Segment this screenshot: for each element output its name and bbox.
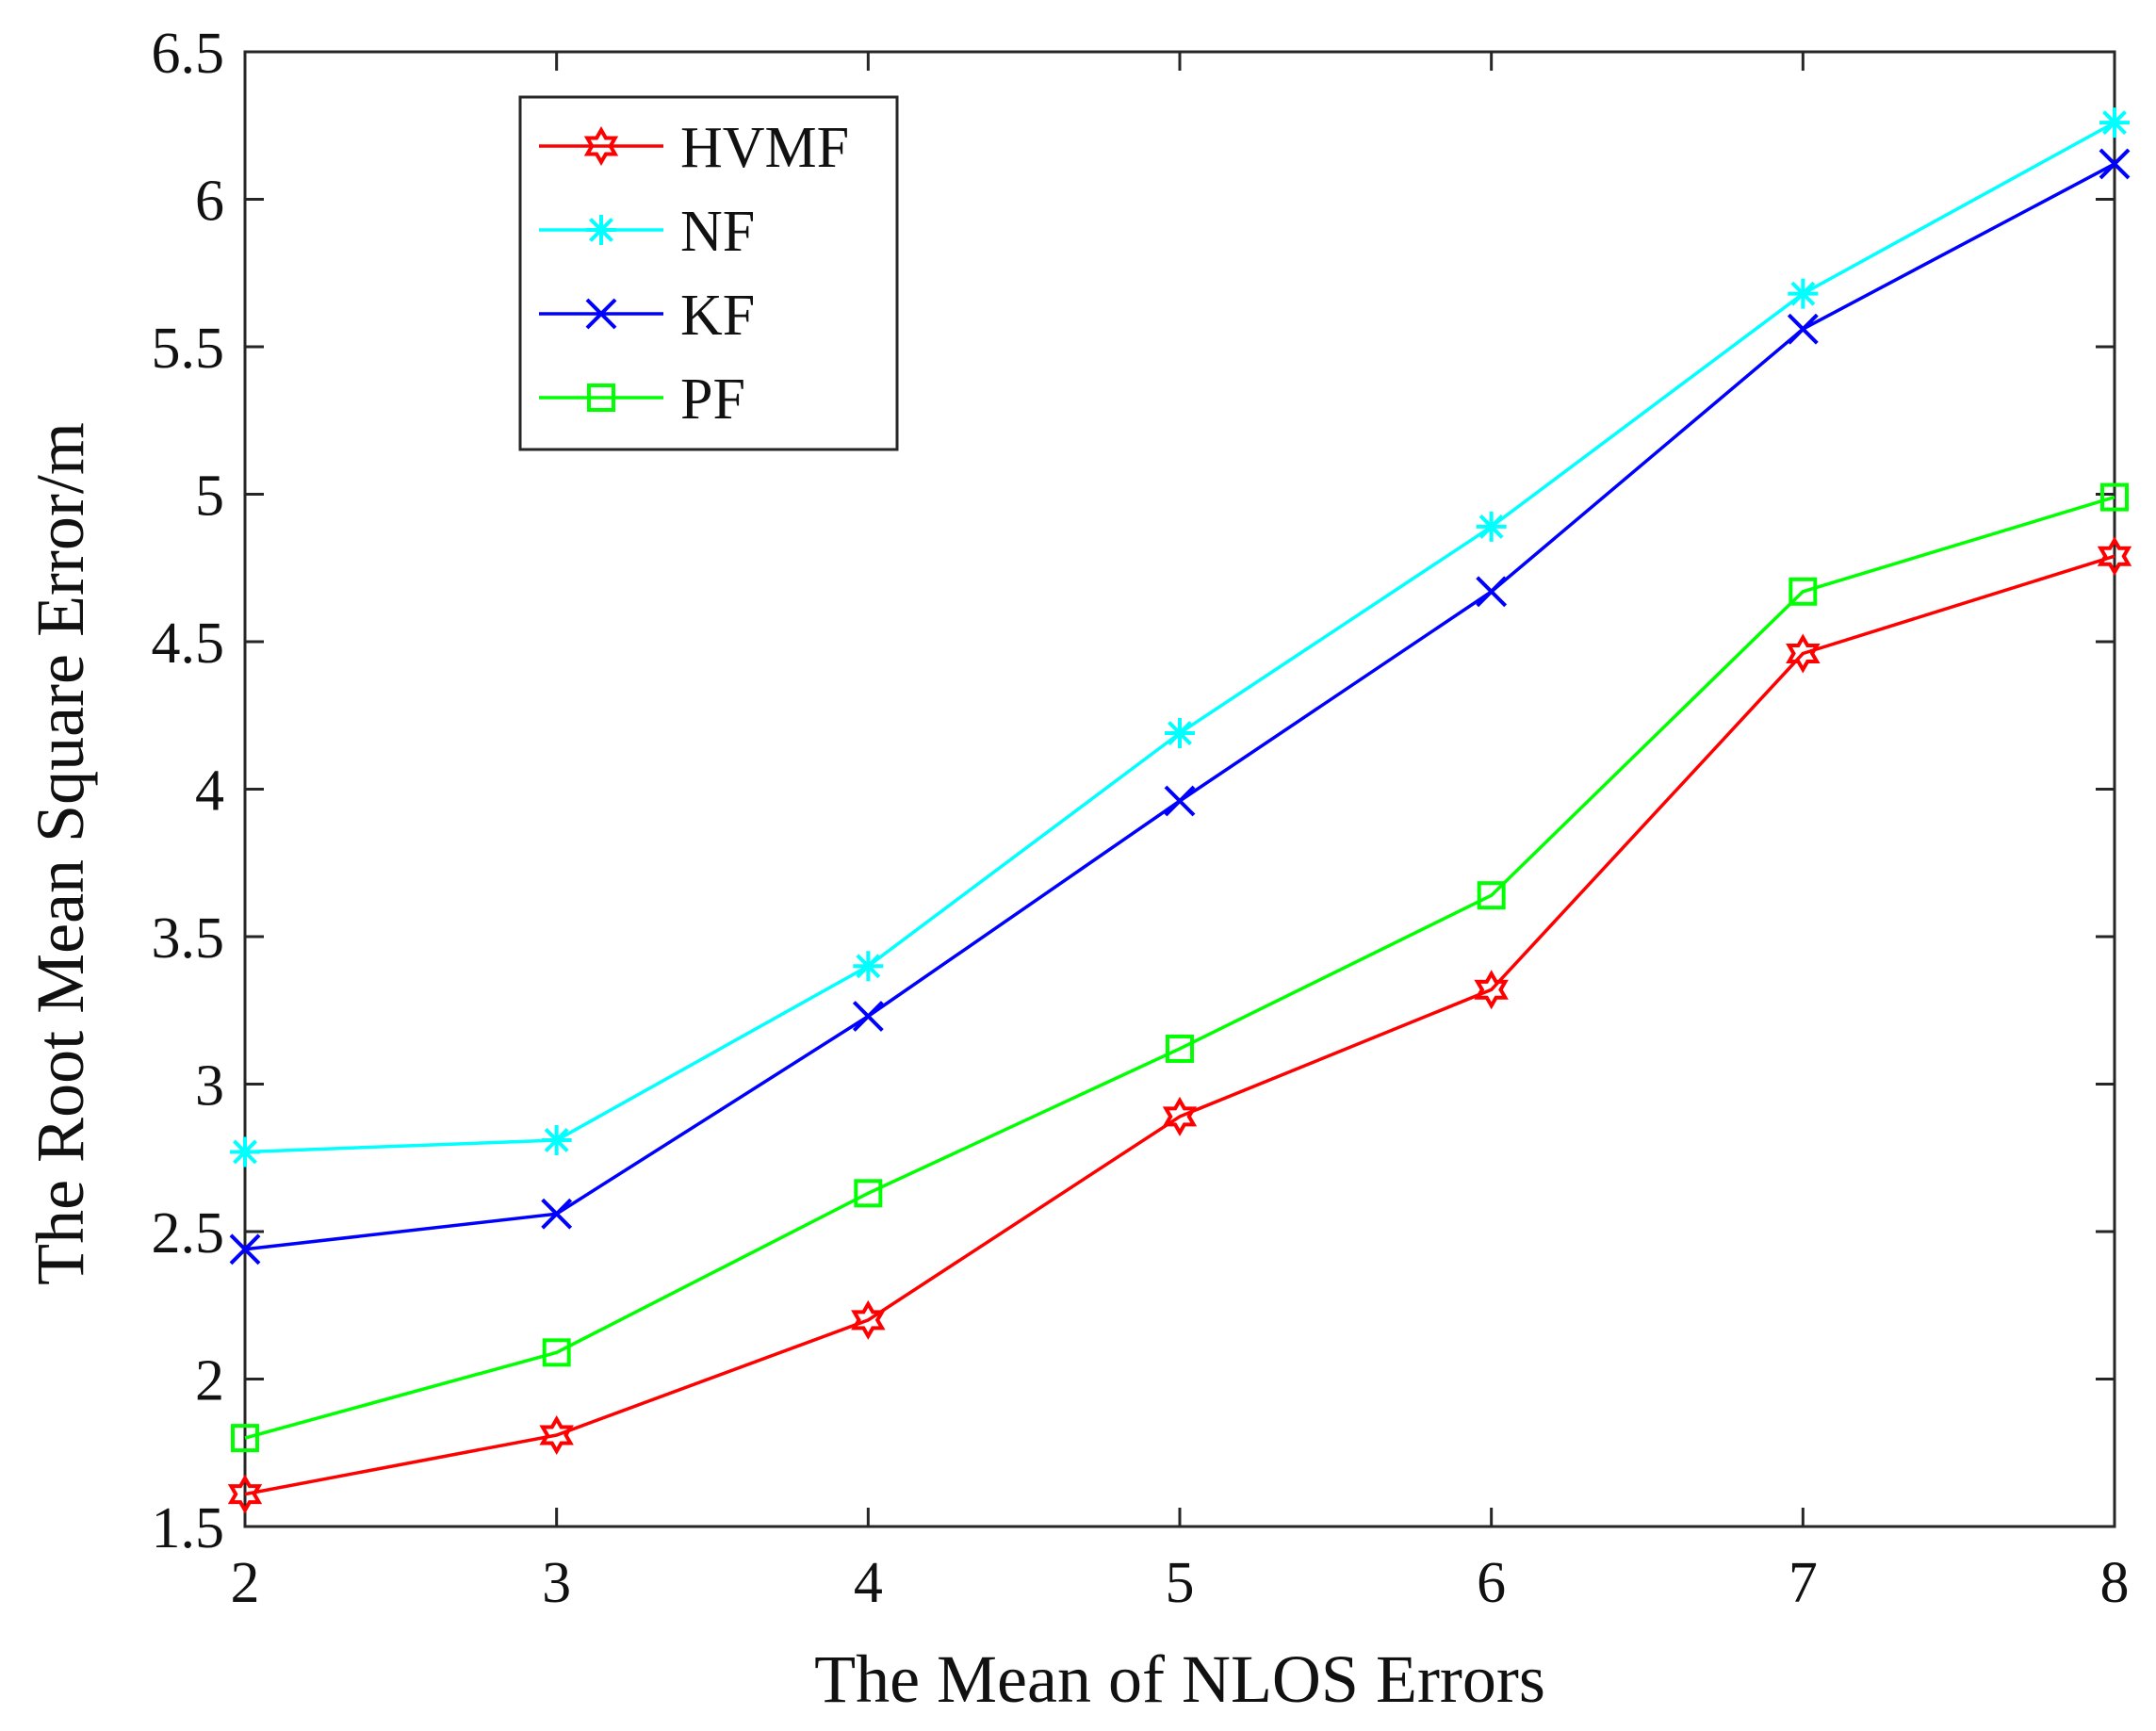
data-point-hvmf: [539, 1414, 574, 1456]
data-point-pf: [854, 1179, 883, 1208]
series-nf: [230, 107, 2130, 1168]
legend-marker-nf: [586, 215, 616, 245]
data-point-hvmf: [851, 1299, 886, 1340]
y-tick-label: 6: [195, 170, 224, 234]
y-tick-label: 6.5: [152, 22, 225, 86]
legend: HVMF NF KF PF: [518, 95, 899, 451]
y-tick-label: 5.5: [152, 317, 225, 381]
data-point-pf: [2100, 482, 2129, 512]
data-point-hvmf: [1786, 633, 1821, 674]
legend-label-nf: NF: [680, 200, 755, 264]
legend-label-hvmf: HVMF: [680, 116, 849, 180]
data-point-nf: [1476, 511, 1507, 542]
data-point-pf: [1477, 881, 1506, 910]
y-tick-label: 3.5: [152, 906, 225, 971]
legend-marker-kf: [585, 298, 617, 330]
data-point-pf: [1788, 577, 1818, 606]
data-point-hvmf: [1474, 970, 1509, 1010]
series-line-hvmf: [244, 554, 2115, 1496]
y-axis-label: The Root Mean Square Error/m: [23, 422, 98, 1285]
y-tick-label: 3: [195, 1054, 224, 1119]
series-layer: [227, 107, 2132, 1514]
x-tick-label: 8: [2100, 1551, 2130, 1615]
series-line-pf: [244, 495, 2115, 1440]
x-tick-label: 2: [231, 1551, 260, 1615]
data-point-nf: [230, 1136, 260, 1168]
x-tick-label: 6: [1477, 1551, 1506, 1615]
data-point-pf: [231, 1424, 259, 1453]
legend-marker-pf: [587, 384, 615, 412]
series-hvmf: [227, 536, 2132, 1514]
data-point-nf: [1165, 718, 1195, 749]
data-point-hvmf: [2097, 536, 2132, 577]
y-tick-label: 2.5: [152, 1201, 225, 1266]
x-tick-label: 5: [1166, 1551, 1195, 1615]
data-point-hvmf: [227, 1474, 263, 1514]
y-tick-label: 1.5: [152, 1496, 225, 1560]
x-axis-label: The Mean of NLOS Errors: [814, 1641, 1545, 1717]
data-point-kf: [2099, 148, 2131, 180]
data-point-hvmf: [1162, 1096, 1198, 1136]
data-point-kf: [541, 1198, 573, 1230]
data-point-kf: [1164, 785, 1196, 817]
y-tick-label: 2: [195, 1349, 224, 1413]
data-point-kf: [229, 1233, 261, 1266]
data-point-kf: [1787, 313, 1819, 345]
series-pf: [231, 482, 2129, 1453]
data-point-nf: [853, 951, 884, 982]
data-point-kf: [1476, 576, 1508, 608]
legend-label-pf: PF: [680, 367, 745, 432]
data-point-nf: [541, 1124, 572, 1155]
legend-label-kf: KF: [680, 284, 755, 348]
data-point-nf: [1788, 278, 1819, 309]
legend-box: [518, 95, 899, 451]
data-point-pf: [542, 1338, 571, 1367]
data-point-pf: [1166, 1034, 1194, 1063]
data-point-kf: [852, 1001, 884, 1032]
axes: 1.522.533.544.555.566.52 3 4 5 6 7 8: [152, 22, 2130, 1615]
legend-marker-hvmf: [583, 125, 619, 167]
x-tick-label: 3: [542, 1551, 571, 1615]
y-tick-label: 5: [195, 465, 224, 529]
x-tick-label: 7: [1788, 1551, 1818, 1615]
y-tick-label: 4: [195, 759, 224, 824]
y-tick-label: 4.5: [152, 612, 225, 676]
x-tick-label: 4: [854, 1551, 883, 1615]
data-point-nf: [2099, 107, 2130, 139]
series-kf: [229, 148, 2131, 1266]
